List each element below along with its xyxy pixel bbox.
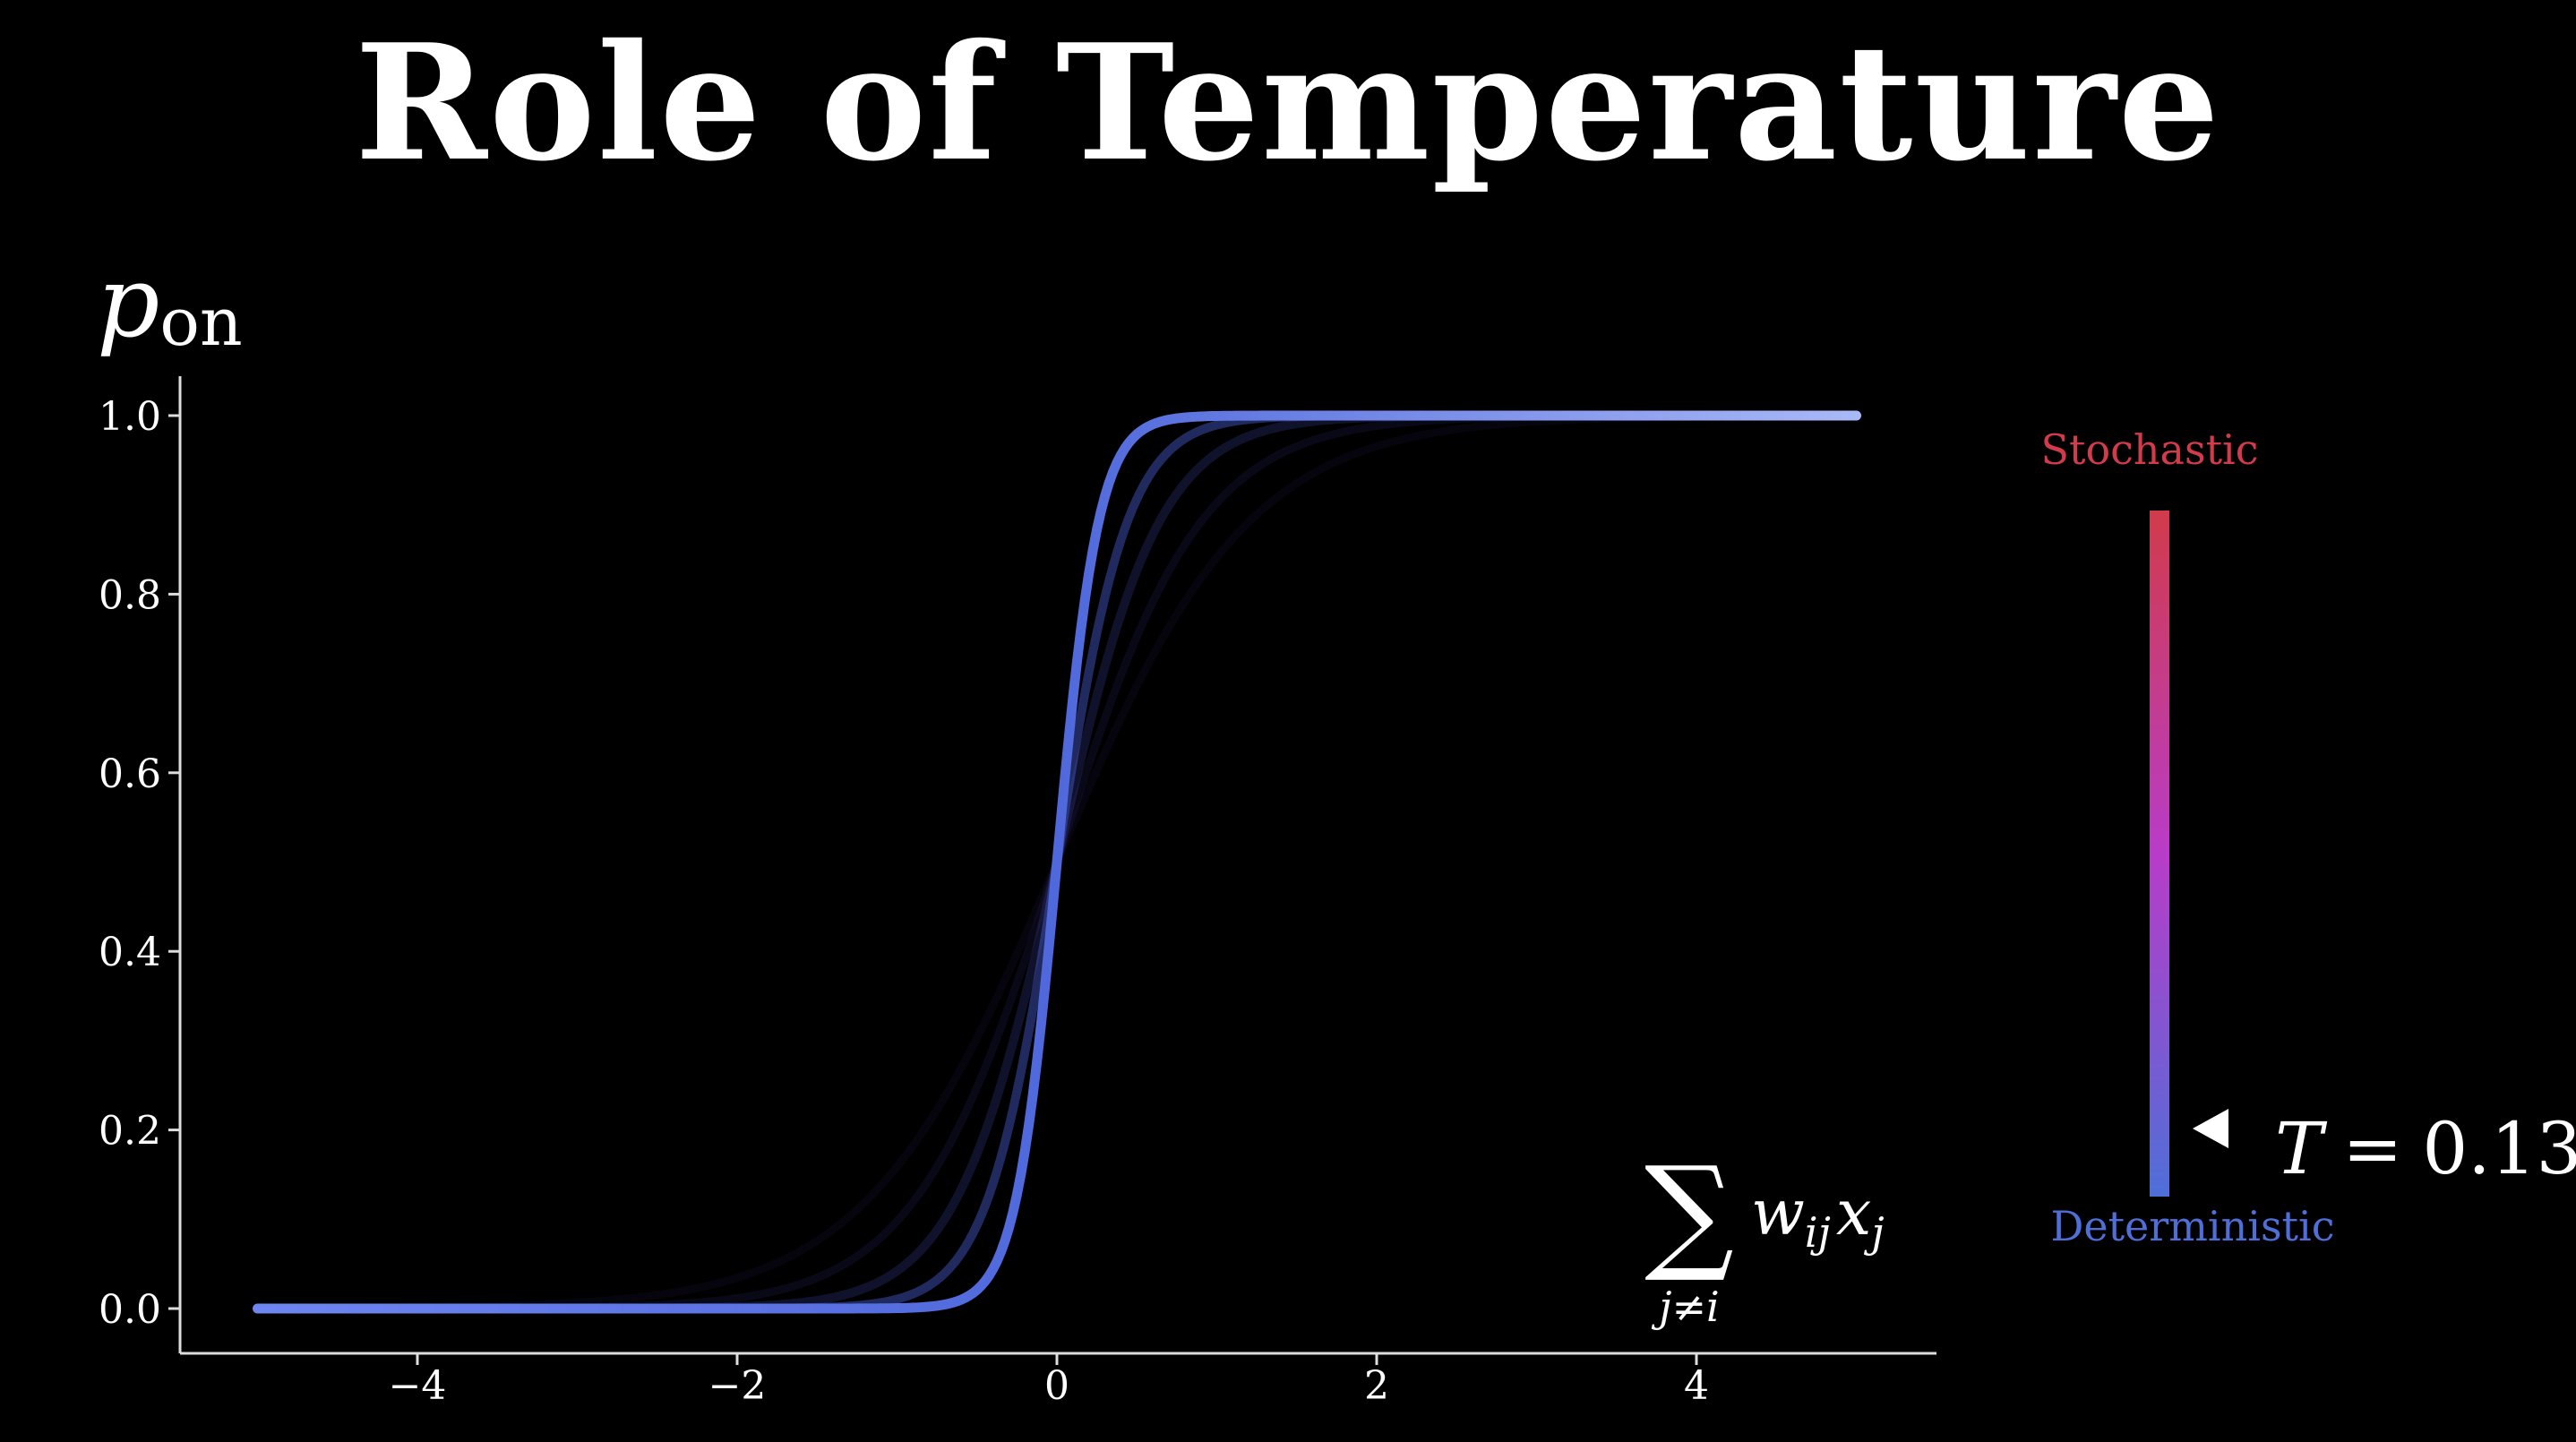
y-tick-label: 1.0 (99, 394, 161, 440)
y-tick-label: 0.8 (99, 572, 161, 618)
y-tick-label: 0.4 (99, 930, 161, 975)
page-title: Role of Temperature (355, 9, 2221, 196)
x-tick-label: −2 (708, 1363, 767, 1409)
x-axis-label-below: j≠i (1651, 1283, 1720, 1331)
temperature-indicator-triangle (2193, 1109, 2228, 1148)
temperature-symbol: T (2275, 1107, 2328, 1190)
sigmoid-curve-current (253, 410, 1861, 1314)
x-axis-label-sum: ∑ (1644, 1140, 1734, 1286)
x-tick-label: 2 (1364, 1363, 1389, 1409)
x-axis-label: ∑ wijxj j≠i (1644, 1140, 1885, 1331)
temperature-value-label: T = 0.13 (2275, 1107, 2576, 1190)
y-axis-label-main: p (97, 245, 159, 359)
deterministic-label: Deterministic (2050, 1202, 2334, 1250)
stochastic-label: Stochastic (2040, 425, 2258, 474)
y-axis-label-sub: on (159, 284, 242, 361)
temperature-equals: = (2342, 1107, 2402, 1190)
y-axis-label: pon (97, 245, 243, 361)
x-ticks: −4 −2 0 2 4 (389, 1353, 1709, 1409)
y-tick-label: 0.6 (99, 751, 161, 797)
x-tick-label: −4 (389, 1363, 447, 1409)
x-tick-label: 4 (1684, 1363, 1709, 1409)
y-tick-label: 0.2 (99, 1109, 161, 1154)
curves (253, 410, 1861, 1314)
y-tick-label: 0.0 (99, 1287, 161, 1333)
temperature-gradient-bar (2150, 511, 2169, 1197)
x-tick-label: 0 (1044, 1363, 1069, 1409)
temperature-value: 0.13 (2422, 1107, 2576, 1190)
x-axis-label-w: w (1751, 1176, 1805, 1249)
temperature-scale: Stochastic Deterministic T = 0.13 (2040, 425, 2576, 1250)
x-axis-label-body: wijxj (1751, 1176, 1885, 1257)
y-ticks: 0.0 0.2 0.4 0.6 0.8 1.0 (99, 394, 180, 1333)
x-axis-label-x: x (1836, 1176, 1871, 1249)
x-axis-label-w-sub: ij (1805, 1208, 1831, 1257)
